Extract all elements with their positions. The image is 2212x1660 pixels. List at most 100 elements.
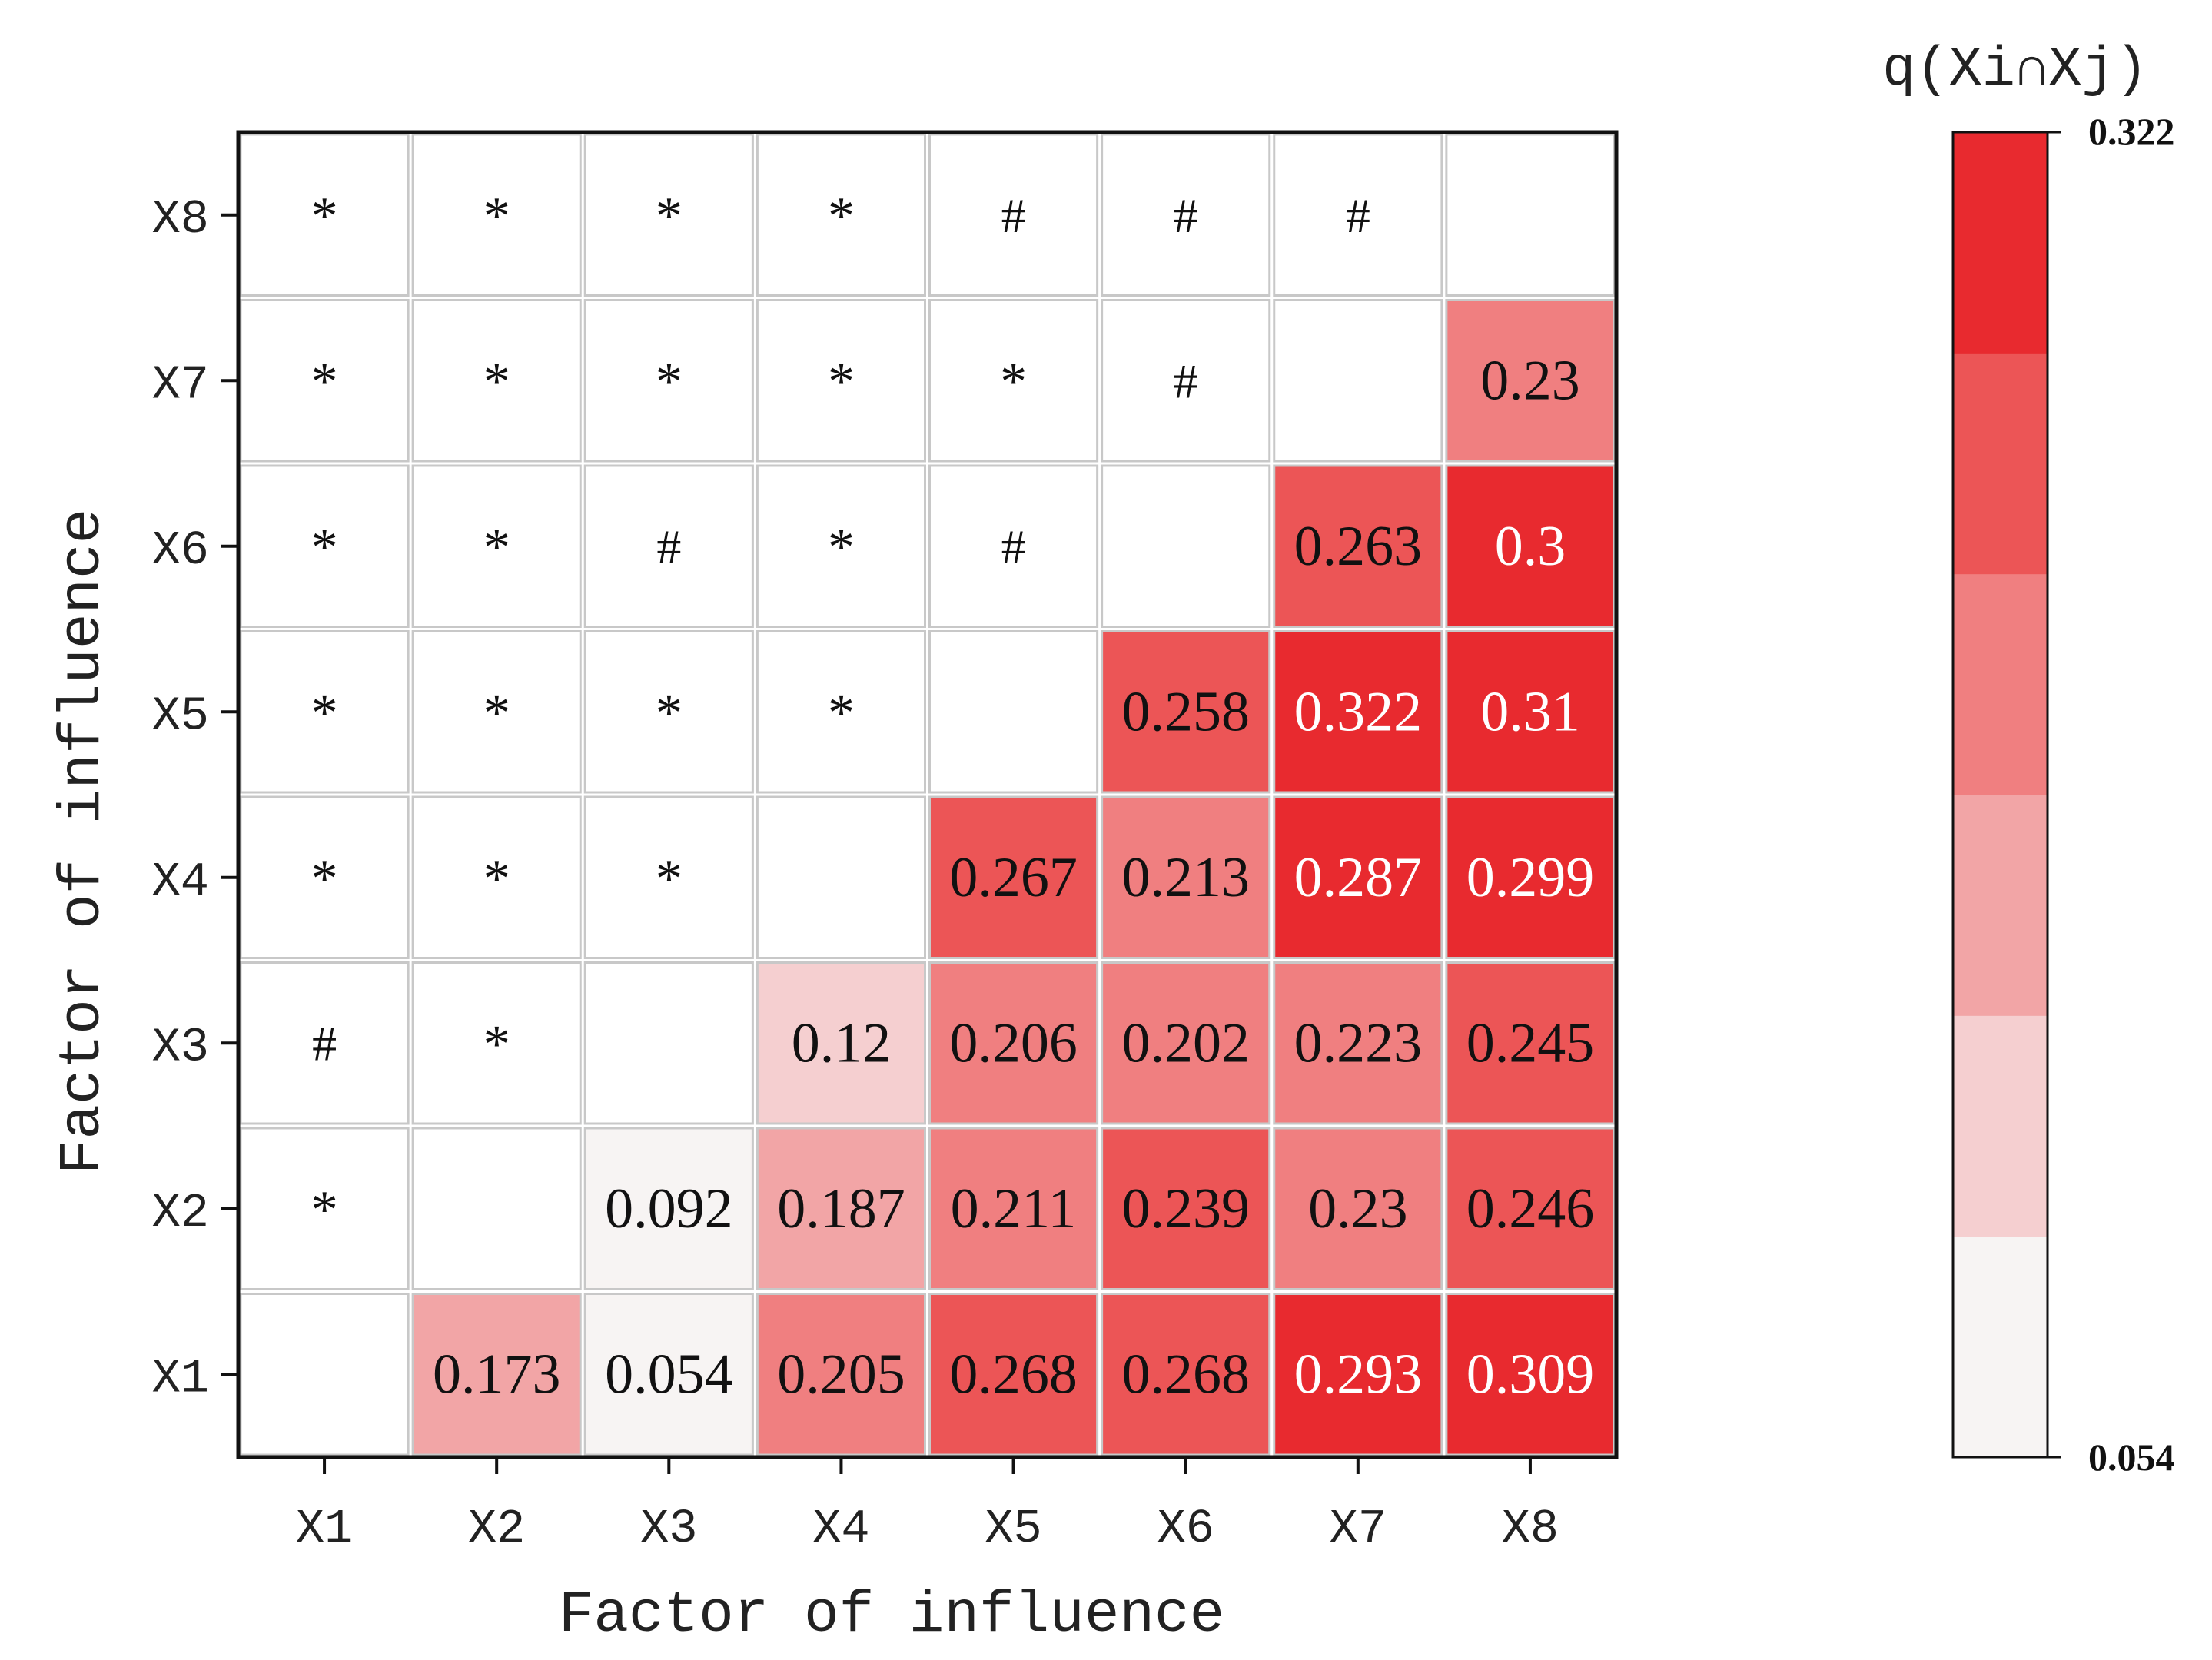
hash-marker: # (1001, 520, 1026, 574)
heatmap-cell-x5-x6 (928, 464, 1099, 628)
cell-value-label: 0.23 (1308, 1177, 1408, 1240)
cell-value-label: 0.23 (1480, 349, 1580, 412)
heatmap-cell-x3-x5 (583, 630, 754, 794)
heatmap-cell-x7-x1 (1273, 1293, 1443, 1456)
heatmap-cell-x3-x7 (583, 299, 754, 463)
heatmap-cell-x5-x1 (928, 1293, 1099, 1456)
heatmap-cell-x3-x2 (583, 1127, 754, 1290)
axis-ticks: X1 X2 X3 X4 X5 X6 X7 X8 X1 X2 X3 X4 X5 X6 X7 X8 (152, 192, 1559, 1556)
cell-value-label: 0.12 (792, 1011, 892, 1074)
hash-marker: # (1001, 188, 1026, 243)
colorbar-segment (1953, 573, 2048, 795)
cell-value-label: 0.202 (1121, 1011, 1250, 1074)
asterisk-marker: * (483, 849, 510, 908)
heatmap-cell-x1-x1 (239, 1293, 410, 1456)
hash-marker: # (312, 1016, 337, 1071)
heatmap-cell-x6-x6 (1101, 464, 1271, 628)
hash-marker: # (1346, 188, 1370, 243)
heatmap-cell-x6-x5 (1101, 630, 1271, 794)
heatmap-cell-x7-x8 (1273, 133, 1443, 297)
plot-frame (236, 130, 1619, 1459)
heatmap-cell-x6-x4 (1101, 795, 1271, 959)
heatmap-cell-x8-x6 (1445, 464, 1616, 628)
heatmap-cell-x7-x3 (1273, 961, 1443, 1125)
x-tick-label: X6 (1157, 1502, 1214, 1556)
x-tick-label: X8 (1502, 1502, 1559, 1556)
cell-value-label: 0.267 (949, 846, 1078, 909)
y-tick-label: X1 (152, 1351, 209, 1406)
heatmap-cell-x5-x7 (928, 299, 1099, 463)
x-tick-label: X7 (1330, 1502, 1387, 1556)
cell-value-label: 0.173 (433, 1343, 561, 1406)
cell-value-label: 0.309 (1466, 1343, 1595, 1406)
colorbar-border (1951, 131, 2049, 1459)
cell-value-label: 0.211 (951, 1177, 1077, 1240)
heatmap-cell-x3-x1 (583, 1293, 754, 1456)
asterisk-marker: * (311, 683, 338, 742)
y-tick-label: X4 (152, 855, 209, 909)
colorbar-min-label: 0.054 (2088, 1436, 2175, 1479)
heatmap-cell-x3-x8 (583, 133, 754, 297)
cell-value-label: 0.223 (1294, 1011, 1423, 1074)
asterisk-marker: * (1000, 352, 1027, 411)
heatmap-cell-x2-x1 (411, 1293, 582, 1456)
heatmap-cell-x7-x6 (1273, 464, 1443, 628)
heatmap-cell-x1-x2 (239, 1127, 410, 1290)
heatmap-cell-x6-x8 (1101, 133, 1271, 297)
heatmap-cell-x7-x4 (1273, 795, 1443, 959)
cell-value-label: 0.205 (777, 1343, 905, 1406)
y-tick-label: X6 (152, 523, 209, 578)
heatmap-cell-x7-x7 (1273, 299, 1443, 463)
colorbar-segment (1953, 353, 2048, 575)
heatmap-cell-x8-x3 (1445, 961, 1616, 1125)
y-tick-label: X5 (152, 689, 209, 743)
heatmap-cell-x6-x1 (1101, 1293, 1271, 1456)
heatmap-cell-x1-x5 (239, 630, 410, 794)
cell-value-label: 0.268 (949, 1343, 1078, 1406)
asterisk-marker: * (483, 518, 510, 577)
heatmap-cell-x2-x4 (411, 795, 582, 959)
heatmap-cell-x1-x8 (239, 133, 410, 297)
asterisk-marker: * (311, 352, 338, 411)
y-tick-label: X7 (152, 357, 209, 412)
heatmap-cell-x4-x5 (756, 630, 926, 794)
colorbar-segment (1953, 795, 2048, 1016)
heatmap-cell-x8-x1 (1445, 1293, 1616, 1456)
cell-value-label: 0.213 (1121, 846, 1250, 909)
cell-value-label: 0.187 (777, 1177, 905, 1240)
heatmap-cells: 0.173 0.054 0.205 0.268 0.268 0.293 0.309 * 0.09… (239, 133, 1616, 1456)
heatmap-cell-x2-x7 (411, 299, 582, 463)
x-axis-title: Factor of influence (559, 1582, 1225, 1648)
cell-value-label: 0.092 (605, 1177, 733, 1240)
heatmap-cell-x2-x5 (411, 630, 582, 794)
heatmap-cell-x2-x6 (411, 464, 582, 628)
heatmap-cell-x1-x3 (239, 961, 410, 1125)
heatmap-cell-x4-x6 (756, 464, 926, 628)
heatmap-cell-x4-x1 (756, 1293, 926, 1456)
heatmap-cell-x7-x2 (1273, 1127, 1443, 1290)
heatmap-cell-x3-x6 (583, 464, 754, 628)
plot-border (236, 130, 1619, 1459)
colorbar-segment (1953, 1236, 2048, 1458)
heatmap-cell-x7-x5 (1273, 630, 1443, 794)
asterisk-marker: * (656, 352, 683, 411)
heatmap-cell-x3-x3 (583, 961, 754, 1125)
heatmap-cell-x8-x8 (1445, 133, 1616, 297)
asterisk-marker: * (656, 683, 683, 742)
heatmap-cell-x6-x7 (1101, 299, 1271, 463)
heatmap-cell-x4-x2 (756, 1127, 926, 1290)
y-tick-label: X2 (152, 1186, 209, 1240)
heatmap-cell-x5-x5 (928, 630, 1099, 794)
x-tick-label: X2 (468, 1502, 525, 1556)
x-tick-label: X1 (296, 1502, 353, 1556)
cell-value-label: 0.322 (1294, 680, 1423, 743)
y-tick-label: X8 (152, 192, 209, 247)
x-tick-label: X5 (985, 1502, 1041, 1556)
cell-value-label: 0.3 (1495, 515, 1566, 578)
x-tick-label: X4 (812, 1502, 869, 1556)
heatmap-cell-x2-x2 (411, 1127, 582, 1290)
cell-value-label: 0.287 (1294, 846, 1423, 909)
asterisk-marker: * (483, 683, 510, 742)
heatmap-cell-x4-x4 (756, 795, 926, 959)
x-tick-label: X3 (640, 1502, 697, 1556)
